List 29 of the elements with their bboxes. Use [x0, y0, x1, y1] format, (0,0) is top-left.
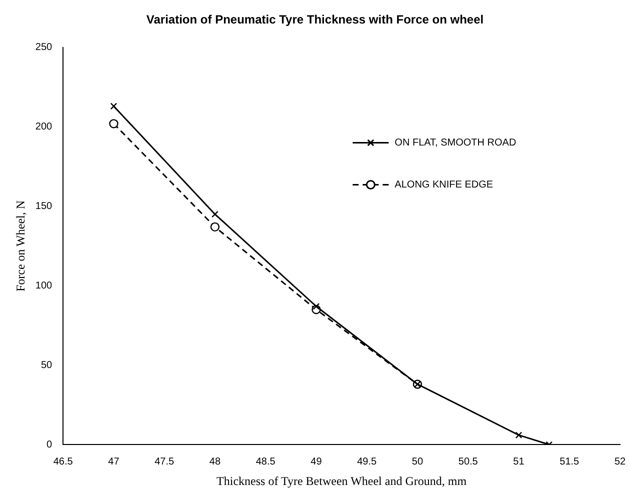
- y-tick-label: 200: [35, 122, 53, 133]
- x-tick-label: 50.5: [458, 456, 478, 468]
- y-tick-label: 0: [46, 439, 53, 450]
- point: [515, 432, 522, 438]
- point: [109, 119, 118, 128]
- x-tick-label: 48.5: [256, 456, 276, 468]
- legend-label: ALONG KNIFE EDGE: [394, 179, 494, 190]
- x-tick-label: 49: [310, 456, 322, 468]
- point: [110, 102, 118, 110]
- x-tick-label: 48: [209, 456, 221, 468]
- chart-title: Variation of Pneumatic Tyre Thickness with Force on wheel: [146, 12, 484, 27]
- point: [212, 210, 218, 218]
- y-axis-title: Force on Wheel, N: [13, 200, 28, 292]
- y-tick-label: 150: [35, 201, 53, 212]
- y-tick-label: 50: [40, 360, 53, 371]
- x-tick-label: 46.5: [53, 456, 74, 468]
- y-tick-label: 100: [35, 280, 53, 292]
- x-tick-label: 47: [108, 456, 120, 468]
- x-tick-label: 47.5: [154, 456, 175, 468]
- x-tick-label: 49.5: [357, 456, 378, 468]
- x-tick-label: 51: [513, 456, 525, 468]
- x-tick-label: 51.5: [560, 456, 580, 468]
- point: [210, 222, 220, 232]
- x-axis-title: Thickness of Tyre Between Wheel and Ground, mm: [216, 474, 468, 488]
- x-tick-label: 52: [614, 456, 626, 468]
- y-tick-label: 250: [35, 42, 53, 54]
- legend-label: ON FLAT, SMOOTH ROAD: [394, 137, 516, 148]
- point: [312, 302, 320, 310]
- x-tick-label: 50: [412, 456, 424, 468]
